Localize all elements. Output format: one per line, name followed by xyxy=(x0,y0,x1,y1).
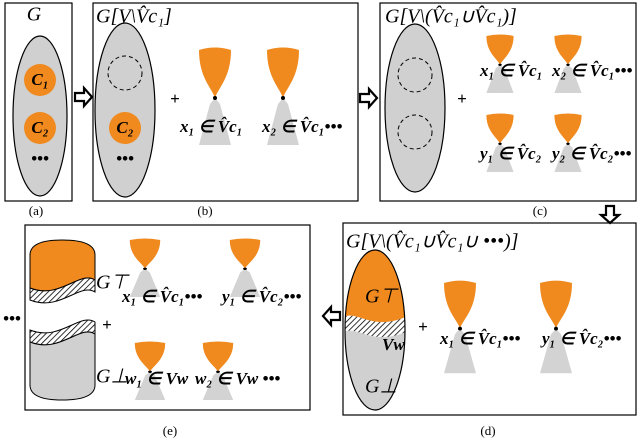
arrow xyxy=(323,307,340,325)
part-label: Vw xyxy=(382,335,405,354)
plus: + xyxy=(457,89,467,108)
caption: (a) xyxy=(29,203,43,218)
plus: + xyxy=(170,89,180,108)
caption: (d) xyxy=(480,423,495,438)
ellipsis: ••• xyxy=(3,309,21,328)
diagram: G C₁ C₂ ••• (a) G[V\V̂c₁] C₂ ••• + x₁ ∈ … xyxy=(0,0,642,448)
node-label: x₁ ∈ V̂c₁ xyxy=(179,117,243,136)
node-split xyxy=(486,114,513,173)
part-label: G⊥ xyxy=(365,376,397,398)
ellipsis: ••• xyxy=(116,149,134,168)
node-label: w₂ ∈ Vw ••• xyxy=(195,369,280,388)
node-label: x₂ ∈ V̂c₁••• xyxy=(551,61,632,80)
part-label: G⊥ xyxy=(96,366,128,388)
caption: (c) xyxy=(533,203,547,218)
node-label: y₂ ∈ V̂c₂••• xyxy=(550,144,631,163)
caption: (e) xyxy=(163,423,177,438)
arrow xyxy=(75,88,92,106)
node-label: w₁ ∈ Vw xyxy=(125,369,189,388)
node-label: x₁ ∈ V̂c₁ xyxy=(479,61,543,80)
node-label: x₁ ∈ V̂c₁••• xyxy=(439,329,520,348)
panel-title: G xyxy=(27,4,42,26)
node-label: y₁ ∈ V̂c₂••• xyxy=(220,287,301,306)
part-label: G⊤ xyxy=(365,286,399,308)
arrow xyxy=(601,206,619,223)
node-label: y₁ ∈ V̂c₂••• xyxy=(540,329,621,348)
plus: + xyxy=(418,317,428,336)
graph xyxy=(95,23,155,197)
arrow xyxy=(360,89,377,107)
node-label: x₂ ∈ V̂c₁••• xyxy=(261,117,342,136)
node-split xyxy=(444,281,476,374)
plus: + xyxy=(102,315,112,334)
panel-title: G[V\(V̂c₁∪V̂c₁∪ •••)] xyxy=(346,229,518,252)
node-label: x₁ ∈ V̂c₁••• xyxy=(121,287,202,306)
node-split xyxy=(540,281,572,374)
graph xyxy=(385,24,445,192)
panel-title: G[V\V̂c₁] xyxy=(96,4,172,27)
node-split xyxy=(554,114,581,173)
panel-title: G[V\(V̂c₁∪V̂c₁)] xyxy=(385,4,517,27)
node-label: y₁ ∈ V̂c₂ xyxy=(478,144,542,163)
ellipsis: ••• xyxy=(31,149,49,168)
cluster-label: C₂ xyxy=(116,118,133,137)
caption: (b) xyxy=(197,203,212,218)
cluster-label: C₁ xyxy=(31,70,48,89)
cluster-label: C₂ xyxy=(31,118,48,137)
